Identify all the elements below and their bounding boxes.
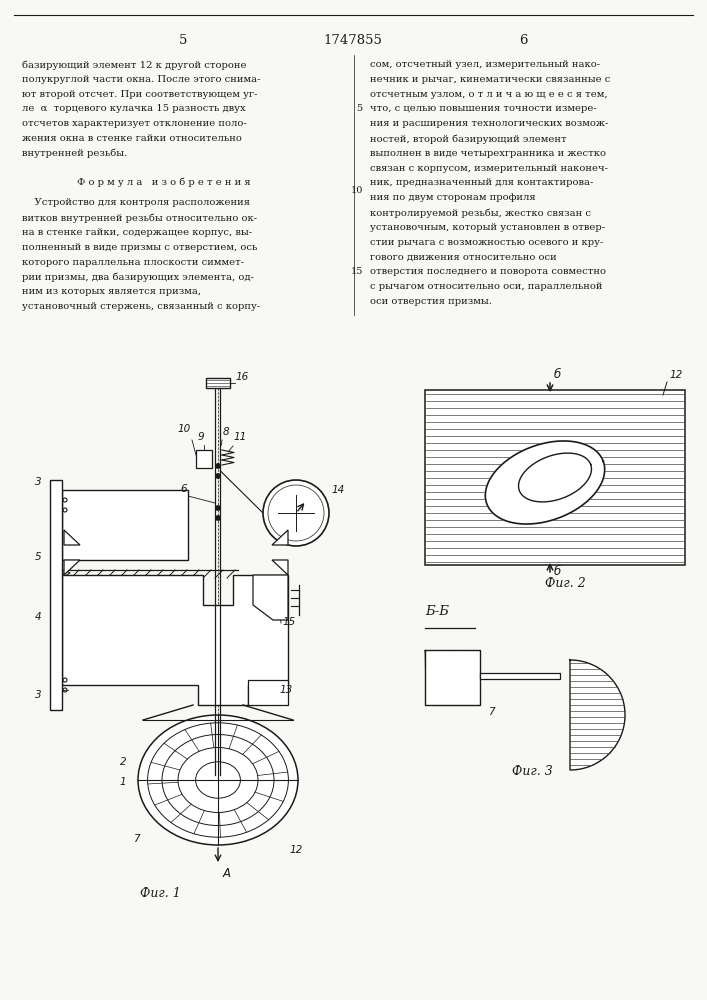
Text: полукруглой части окна. После этого снима-: полукруглой части окна. После этого сним…: [22, 75, 260, 84]
Text: на в стенке гайки, содержащее корпус, вы-: на в стенке гайки, содержащее корпус, вы…: [22, 228, 252, 237]
Text: Фиг. 2: Фиг. 2: [544, 577, 585, 590]
Circle shape: [216, 474, 220, 478]
Text: ния и расширения технологических возмож-: ния и расширения технологических возмож-: [370, 119, 609, 128]
Text: Ф о р м у л а   и з о б р е т е н и я: Ф о р м у л а и з о б р е т е н и я: [77, 178, 250, 187]
Polygon shape: [248, 680, 288, 705]
Circle shape: [216, 464, 220, 468]
Text: рии призмы, два базирующих элемента, од-: рии призмы, два базирующих элемента, од-: [22, 272, 254, 282]
Text: установочный стержень, связанный с корпу-: установочный стержень, связанный с корпу…: [22, 302, 260, 311]
Text: ним из которых является призма,: ним из которых является призма,: [22, 287, 201, 296]
Text: оси отверстия призмы.: оси отверстия призмы.: [370, 297, 492, 306]
Text: 5: 5: [35, 552, 42, 562]
Text: 15: 15: [283, 617, 296, 627]
Text: 15: 15: [351, 267, 363, 276]
Text: внутренней резьбы.: внутренней резьбы.: [22, 149, 127, 158]
Text: 12: 12: [670, 370, 683, 380]
Text: 9: 9: [198, 432, 204, 442]
Text: Б-Б: Б-Б: [425, 605, 449, 618]
Bar: [62, 490, 188, 560]
Text: ния по двум сторонам профиля: ния по двум сторонам профиля: [370, 193, 536, 202]
Text: сом, отсчетный узел, измерительный нако-: сом, отсчетный узел, измерительный нако-: [370, 60, 600, 69]
Text: ют второй отсчет. При соответствующем уг-: ют второй отсчет. При соответствующем уг…: [22, 90, 257, 99]
Text: отсчетов характеризует отклонение поло-: отсчетов характеризует отклонение поло-: [22, 119, 247, 128]
Text: ностей, второй базирующий элемент: ностей, второй базирующий элемент: [370, 134, 566, 143]
Bar: [206, 378, 230, 388]
Text: контролируемой резьбы, жестко связан с: контролируемой резьбы, жестко связан с: [370, 208, 591, 218]
Text: ле  α  торцевого кулачка 15 разность двух: ле α торцевого кулачка 15 разность двух: [22, 104, 245, 113]
Ellipse shape: [138, 715, 298, 845]
Text: базирующий элемент 12 к другой стороне: базирующий элемент 12 к другой стороне: [22, 60, 247, 70]
Polygon shape: [253, 575, 288, 620]
Text: 6: 6: [519, 33, 527, 46]
Text: А: А: [223, 867, 231, 880]
Text: отсчетным узлом, о т л и ч а ю щ е е с я тем,: отсчетным узлом, о т л и ч а ю щ е е с я…: [370, 90, 607, 99]
Text: стии рычага с возможностью осевого и кру-: стии рычага с возможностью осевого и кру…: [370, 238, 603, 247]
Text: б: б: [554, 565, 561, 578]
Circle shape: [216, 516, 220, 520]
Text: 10: 10: [351, 186, 363, 195]
Text: витков внутренней резьбы относительно ок-: витков внутренней резьбы относительно ок…: [22, 213, 257, 223]
Text: 5: 5: [356, 104, 362, 113]
Polygon shape: [425, 650, 480, 705]
Bar: [480, 673, 560, 679]
Polygon shape: [272, 530, 288, 545]
Polygon shape: [64, 530, 80, 545]
Polygon shape: [518, 453, 592, 502]
Text: 1: 1: [120, 777, 127, 787]
Text: нечник и рычаг, кинематически связанные с: нечник и рычаг, кинематически связанные …: [370, 75, 610, 84]
Text: 4: 4: [35, 612, 42, 622]
Text: 7: 7: [488, 707, 495, 717]
Text: что, с целью повышения точности измере-: что, с целью повышения точности измере-: [370, 104, 597, 113]
Text: выполнен в виде четырехгранника и жестко: выполнен в виде четырехгранника и жестко: [370, 149, 606, 158]
Text: 12: 12: [290, 845, 303, 855]
Bar: [425, 390, 685, 565]
Text: гового движения относительно оси: гового движения относительно оси: [370, 252, 556, 261]
Polygon shape: [272, 560, 288, 575]
Text: 13: 13: [280, 685, 293, 695]
Text: отверстия последнего и поворота совместно: отверстия последнего и поворота совместн…: [370, 267, 606, 276]
Text: 1747855: 1747855: [324, 33, 382, 46]
Text: 8: 8: [223, 427, 230, 437]
Text: 3: 3: [35, 690, 42, 700]
Text: установочным, который установлен в отвер-: установочным, который установлен в отвер…: [370, 223, 605, 232]
Text: с рычагом относительно оси, параллельной: с рычагом относительно оси, параллельной: [370, 282, 602, 291]
Text: 10: 10: [178, 424, 192, 434]
Polygon shape: [64, 560, 80, 575]
Polygon shape: [570, 660, 625, 770]
Circle shape: [216, 506, 220, 510]
Text: 3: 3: [35, 477, 42, 487]
Polygon shape: [485, 441, 604, 524]
Text: которого параллельна плоскости симмет-: которого параллельна плоскости симмет-: [22, 258, 244, 267]
Bar: [50, 480, 62, 710]
Text: жения окна в стенке гайки относительно: жения окна в стенке гайки относительно: [22, 134, 242, 143]
Text: 14: 14: [332, 485, 345, 495]
Text: Фиг. 1: Фиг. 1: [139, 887, 180, 900]
Polygon shape: [62, 575, 288, 705]
Text: Устройство для контроля расположения: Устройство для контроля расположения: [22, 198, 250, 207]
Text: полненный в виде призмы с отверстием, ось: полненный в виде призмы с отверстием, ос…: [22, 243, 257, 252]
Circle shape: [263, 480, 329, 546]
Text: б: б: [554, 368, 561, 381]
Text: 5: 5: [179, 33, 187, 46]
Text: 7: 7: [133, 834, 139, 844]
Text: Фиг. 3: Фиг. 3: [512, 765, 553, 778]
Text: 2: 2: [120, 757, 127, 767]
Bar: [196, 450, 212, 468]
Text: ник, предназначенный для контактирова-: ник, предназначенный для контактирова-: [370, 178, 593, 187]
Text: связан с корпусом, измерительный наконеч-: связан с корпусом, измерительный наконеч…: [370, 164, 608, 173]
Text: 6: 6: [180, 484, 187, 494]
Text: 16: 16: [236, 372, 250, 382]
Text: 11: 11: [234, 432, 247, 442]
